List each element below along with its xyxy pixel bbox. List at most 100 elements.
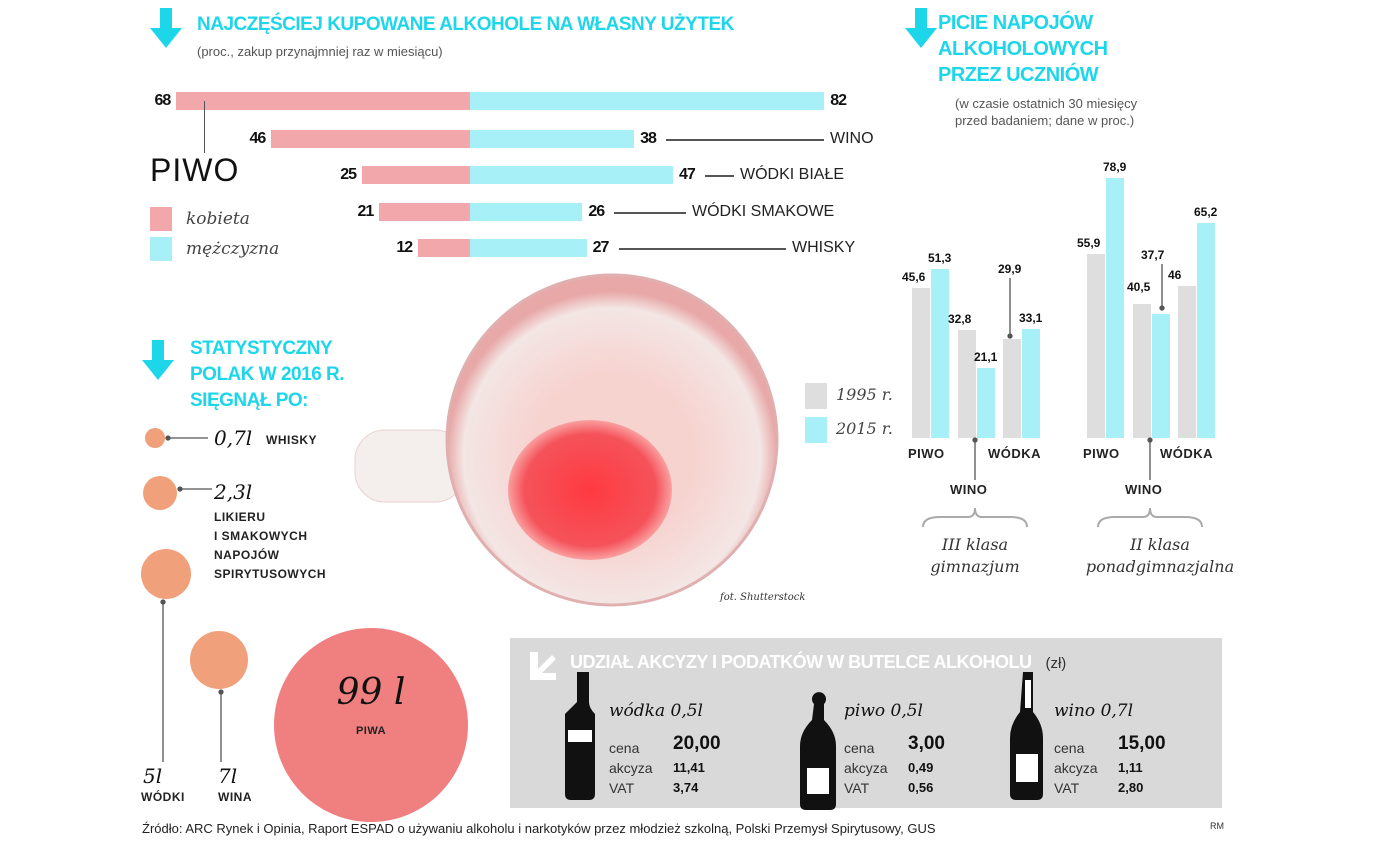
vat-value: 2,80 — [1118, 780, 1144, 795]
category-label: WÓDKA — [988, 446, 1042, 461]
bar-2015 — [977, 368, 995, 438]
wino-label: WINA — [218, 790, 252, 804]
row-label: VAT — [844, 780, 870, 796]
group1-label: gimnazjum — [930, 557, 1020, 576]
value-1995: 45,6 — [902, 269, 926, 284]
bubble-whisky — [145, 428, 165, 448]
likier-amount: 2,3l — [214, 480, 253, 504]
chart2-subtitle: przed badaniem; dane w proc.) — [955, 113, 1135, 128]
value-kobieta: 46 — [249, 130, 266, 147]
brace-icon — [1097, 507, 1203, 528]
beer-mug-photo — [354, 273, 779, 607]
row-label: cena — [844, 740, 875, 756]
value-mezczyzna: 26 — [588, 203, 605, 220]
piwo-amount: 99 l — [336, 672, 406, 713]
bar-kobieta — [362, 166, 470, 184]
value-1995: 32,8 — [948, 311, 972, 326]
beer-bottle-icon — [800, 692, 836, 810]
footer-source: Źródło: ARC Rynek i Opinia, Raport ESPAD… — [142, 821, 936, 836]
likier-label: NAPOJÓW — [214, 548, 280, 562]
bar-1995 — [1133, 304, 1151, 438]
category-label: WINO — [830, 130, 874, 147]
tax-title: UDZIAŁ AKCYZY I PODATKÓW W BUTELCE ALKOH… — [570, 652, 1032, 672]
value-mezczyzna: 47 — [679, 166, 696, 183]
chart1-title: NAJCZĘŚCIEJ KUPOWANE ALKOHOLE NA WŁASNY … — [197, 14, 734, 35]
price-value: 20,00 — [673, 733, 721, 754]
value-2015: 65,2 — [1194, 204, 1218, 219]
value-kobieta: 12 — [396, 239, 413, 256]
piwo-bubble-label: PIWA — [355, 725, 387, 737]
bar-1995 — [912, 287, 930, 438]
bar-mezczyzna — [470, 130, 635, 148]
excise-value: 11,41 — [673, 760, 705, 775]
legend-kobieta: kobieta — [186, 209, 250, 229]
value-2015: 78,9 — [1103, 159, 1127, 174]
value-1995: 40,5 — [1127, 280, 1151, 295]
category-label: WHISKY — [792, 239, 856, 256]
tax-unit: (zł) — [1045, 655, 1067, 672]
tax-heading: UDZIAŁ AKCYZY I PODATKÓW W BUTELCE ALKOH… — [570, 652, 1066, 673]
arrow-down-right-icon — [530, 652, 556, 680]
legend-swatch-mezczyzna — [150, 237, 172, 261]
arrow-down-icon — [150, 8, 182, 48]
legend-swatch-2015 — [805, 417, 827, 443]
footer-author: RM — [1210, 821, 1224, 831]
leader-line — [618, 248, 786, 250]
value-mezczyzna: 27 — [592, 239, 610, 256]
category-label: PIWO — [908, 446, 945, 461]
likier-label: I SMAKOWYCH — [214, 529, 308, 543]
row-label: cena — [609, 740, 640, 756]
bar-2015 — [1022, 328, 1040, 438]
chart2-title-line: PRZEZ UCZNIÓW — [938, 64, 1099, 86]
value-2015: 33,1 — [1019, 310, 1043, 325]
row-label: akcyza — [609, 760, 653, 776]
product-name: wino 0,7l — [1054, 701, 1134, 721]
leader-line — [204, 101, 205, 153]
bar-1995 — [958, 329, 976, 438]
bubble-wodka — [141, 549, 191, 599]
category-label: WÓDKI SMAKOWE — [692, 203, 835, 220]
value-mezczyzna: 38 — [640, 130, 657, 147]
bar-kobieta — [271, 130, 470, 148]
value-1995: 29,9 — [998, 262, 1022, 276]
chart1-subtitle: (proc., zakup przynajmniej raz w miesiąc… — [197, 44, 443, 59]
whisky-amount: 0,7l — [214, 426, 253, 450]
value-2015: 51,3 — [928, 250, 952, 265]
chart2-title-line: ALKOHOLOWYCH — [938, 38, 1108, 60]
tax-box: UDZIAŁ AKCYZY I PODATKÓW W BUTELCE ALKOH… — [510, 638, 1222, 810]
brace-icon — [922, 507, 1028, 528]
legend-swatch-1995 — [805, 383, 827, 409]
bubble-wino — [190, 631, 248, 689]
leader-line — [666, 139, 824, 141]
value-kobieta: 21 — [357, 203, 374, 220]
category-label: WINO — [950, 482, 988, 497]
wine-bottle-icon — [1010, 672, 1043, 800]
bar-mezczyzna — [470, 203, 583, 221]
value-kobieta: 25 — [340, 166, 357, 183]
group2-label: ponadgimnazjalna — [1085, 557, 1235, 576]
value-1995: 46 — [1168, 268, 1182, 283]
chart3-title-line: SIĘGNĄŁ PO: — [190, 390, 309, 411]
legend-2015: 2015 r. — [836, 419, 893, 438]
bar-mezczyzna — [470, 166, 674, 184]
vodka-bottle-icon — [565, 672, 595, 800]
arrow-down-icon — [905, 8, 937, 48]
value-2015: 37,7 — [1141, 248, 1165, 262]
leader-line — [705, 175, 734, 177]
leader-line — [614, 212, 686, 214]
excise-value: 0,49 — [908, 760, 934, 775]
bar-1995 — [1087, 253, 1105, 438]
value-1995: 55,9 — [1077, 235, 1101, 250]
bar-2015 — [931, 268, 949, 438]
bar-2015 — [1197, 222, 1215, 438]
bar-mezczyzna — [470, 92, 825, 110]
likier-label: LIKIERU — [214, 510, 266, 524]
wodka-amount: 5l — [143, 764, 163, 788]
likier-label: SPIRYTUSOWYCH — [214, 567, 327, 581]
bar-2015 — [1152, 313, 1170, 438]
price-value: 3,00 — [908, 733, 945, 754]
row-label: VAT — [1054, 780, 1080, 796]
bar-2015 — [1106, 177, 1124, 438]
legend-swatch-kobieta — [150, 207, 172, 231]
row-label: akcyza — [844, 760, 888, 776]
